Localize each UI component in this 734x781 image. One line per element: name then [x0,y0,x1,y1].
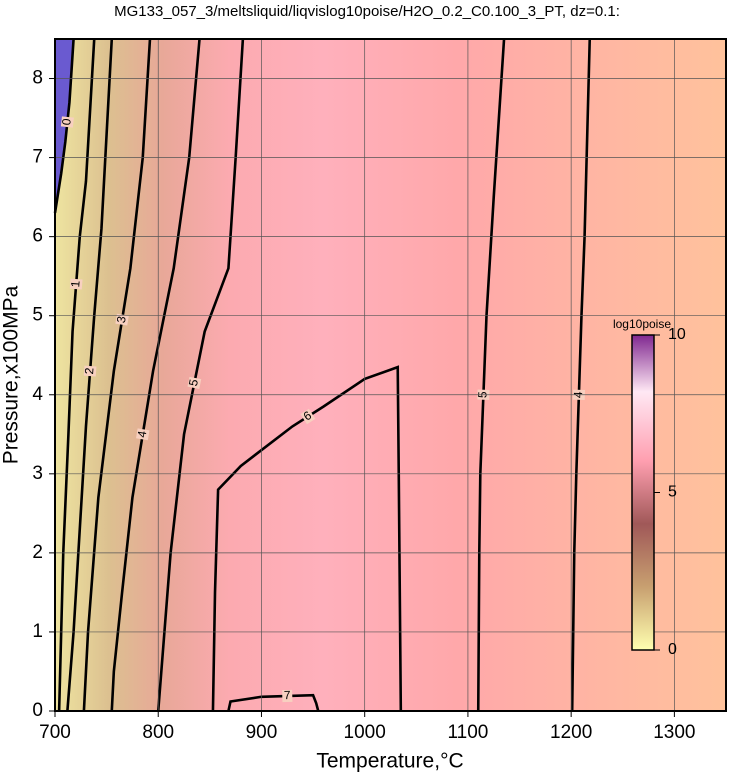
x-tick-label: 900 [246,722,278,743]
contour-label: 7 [284,688,291,702]
contour-label-bg [282,689,293,703]
contour-label-bg [83,365,97,377]
contour-label: 2 [82,367,96,375]
y-tick-label: 1 [32,621,43,642]
contour-label-bg [300,408,316,425]
colorbar-tick-label: 0 [668,641,677,658]
x-tick-label: 700 [39,722,71,743]
contour-label-bg [69,278,83,290]
contour-label-bg [115,313,129,326]
contour-label-bg [187,376,202,389]
contour-label: 0 [59,118,74,126]
y-tick-label: 6 [32,226,43,247]
x-tick-label: 1200 [550,722,592,743]
y-tick-label: 5 [32,305,43,326]
y-tick-label: 3 [32,463,43,484]
contour-label: 3 [114,315,129,324]
y-tick-label: 0 [32,700,43,721]
colorbar-tick-label: 5 [668,484,677,501]
x-tick-label: 1000 [344,722,386,743]
y-tick-label: 2 [32,542,43,563]
contour-label: 1 [68,280,82,288]
y-tick-label: 7 [32,147,43,168]
y-tick-label: 4 [32,384,43,405]
contour-label: 4 [134,429,149,438]
colorbar [631,334,655,651]
x-tick-label: 1100 [447,722,488,743]
contour-label: 5 [186,378,201,388]
chart-title: MG133_057_3/meltsliquid/liqvislog10poise… [114,3,620,20]
contour-line [53,38,75,214]
x-tick-label: 800 [142,722,174,743]
y-axis-title: Pressure,x100MPa [0,285,23,464]
y-tick-label: 8 [32,68,43,89]
x-tick-label: 1300 [653,722,695,743]
plot-frame [54,38,727,712]
plot-background [55,39,726,711]
colorbar-label: log10poise [613,317,671,331]
x-axis-title: Temperature,°C [316,750,463,773]
colorbar-tick-label: 10 [668,326,686,343]
contour-label-bg [136,428,150,441]
contour-label-bg [60,116,74,128]
